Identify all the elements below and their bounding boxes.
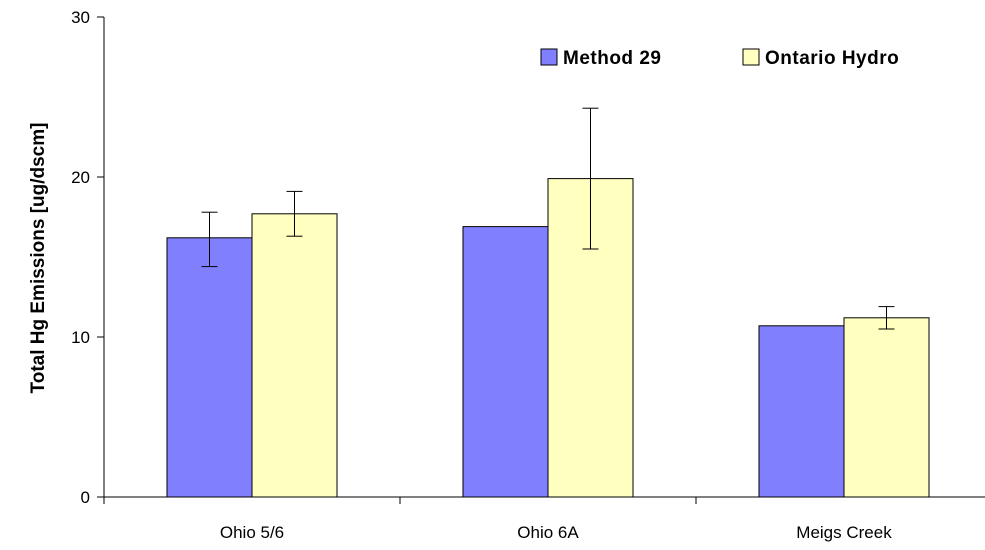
- legend-label-method-29: Method 29: [563, 48, 661, 69]
- bar-ontario-hydro: [843, 317, 930, 498]
- legend: Method 29 Ontario Hydro: [540, 48, 899, 69]
- x-tick-label: Meigs Creek: [796, 523, 892, 542]
- error-bars: [201, 107, 895, 330]
- bar-method-29: [462, 226, 549, 498]
- x-tick-label: Ohio 5/6: [220, 523, 284, 542]
- error-bar-ontario-hydro: [582, 107, 599, 250]
- y-tick-label: 30: [71, 8, 90, 27]
- bars: [166, 178, 930, 498]
- bar-method-29: [758, 325, 845, 498]
- legend-swatch-ontario-hydro: [742, 48, 760, 66]
- bar-method-29: [166, 237, 253, 498]
- y-axis-title: Total Hg Emissions [ug/dscm]: [28, 123, 49, 394]
- bar-ontario-hydro: [251, 213, 338, 498]
- y-tick-label: 10: [71, 328, 90, 347]
- tick-labels: 0 10 20 30 Ohio 5/6 Ohio 6A Meigs Creek: [71, 8, 892, 542]
- legend-label-ontario-hydro: Ontario Hydro: [765, 48, 899, 69]
- error-bar-ontario-hydro: [878, 306, 895, 330]
- y-tick-label: 0: [81, 488, 90, 507]
- legend-swatch-method-29: [540, 48, 558, 66]
- error-bar-ontario-hydro: [286, 190, 303, 237]
- error-bar-method-29: [201, 211, 218, 268]
- y-tick-label: 20: [71, 168, 90, 187]
- x-tick-label: Ohio 6A: [517, 523, 579, 542]
